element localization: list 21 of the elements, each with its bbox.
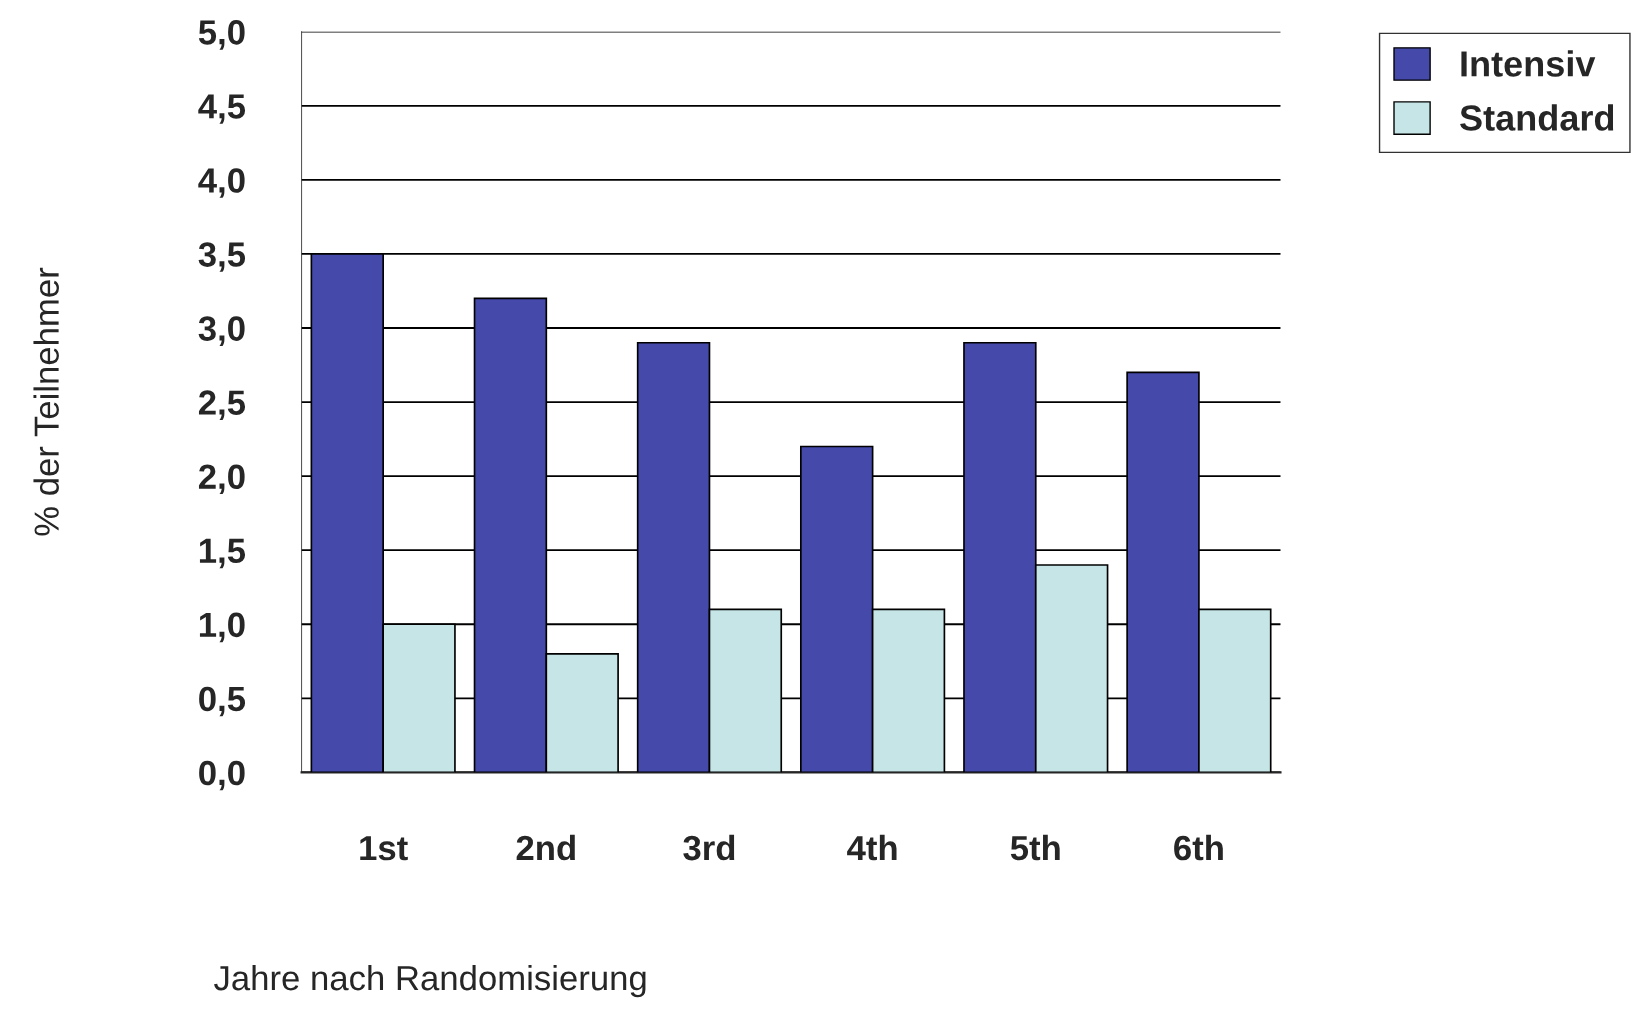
y-tick-label: 0,0	[199, 760, 245, 791]
y-tick-label: 3,5	[198, 242, 246, 272]
legend-label: Standard	[1460, 104, 1614, 131]
y-tick-label: 4,0	[198, 168, 245, 198]
x-tick-label: 3rd	[683, 834, 735, 861]
y-tick-label: 1,0	[199, 612, 245, 643]
y-axis-title: % der Teilnehmer	[33, 267, 59, 536]
x-tick-label: 6th	[1174, 834, 1223, 861]
x-tick-label: 5th	[1010, 834, 1060, 861]
y-tick-label: 1,5	[199, 538, 246, 569]
y-tick-label: 4,5	[198, 94, 246, 124]
y-tick-label: 2,0	[198, 464, 245, 495]
legend-label: Intensiv	[1461, 50, 1596, 77]
y-tick-label: 5,0	[198, 20, 245, 50]
y-tick-label: 3,0	[198, 316, 245, 346]
y-tick-label: 2,5	[198, 390, 246, 420]
y-tick-label: 0,5	[199, 686, 246, 717]
x-axis-title: Jahre nach Randomisierung	[214, 964, 646, 998]
x-tick-label: 1st	[360, 836, 408, 861]
x-tick-label: 4th	[847, 834, 897, 861]
x-tick-label: 2nd	[516, 834, 575, 861]
